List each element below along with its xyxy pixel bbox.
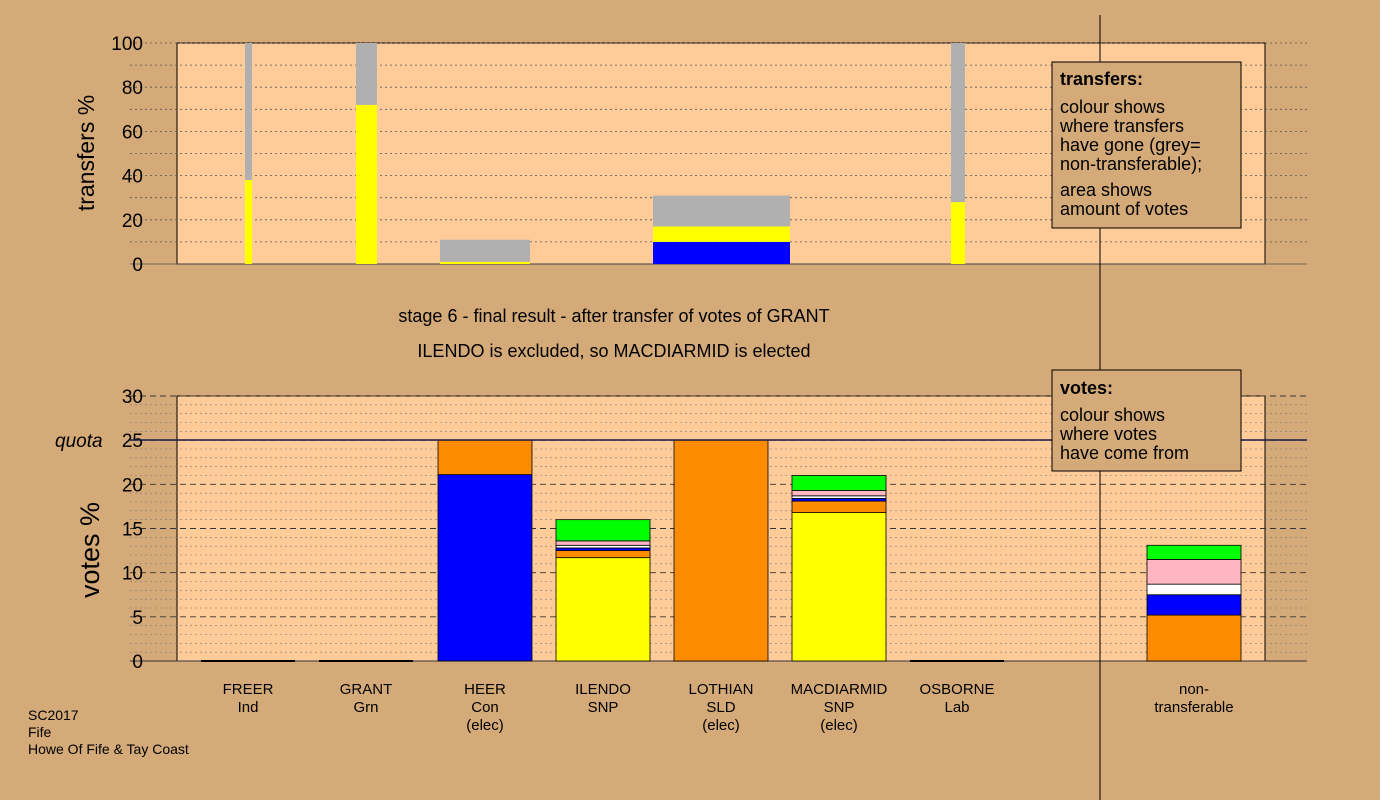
bottom-bars [201, 439, 1242, 662]
votes-legend: votes: colour shows where votes have com… [1051, 369, 1242, 472]
candidate-party-label: Ind [238, 699, 259, 716]
bottom-y-tick-label: 25 [122, 431, 143, 452]
bottom-y-tick-label: 0 [132, 652, 143, 673]
vote-bar-segment [791, 512, 887, 662]
transfer-bar-segment [653, 226, 790, 242]
top-y-tick-label: 60 [122, 122, 143, 143]
candidate-name-label: LOTHIAN [688, 681, 753, 698]
candidate-status-label: (elec) [702, 717, 740, 734]
vote-bar-segment [555, 540, 651, 546]
transfers-legend-line: amount of votes [1060, 199, 1188, 219]
bottom-y-tick-label: 10 [122, 564, 143, 585]
bottom-y-tick-label: 15 [122, 520, 143, 541]
top-y-tick-label: 80 [122, 78, 143, 99]
vote-bar-segment [791, 475, 887, 491]
nontransferable-label: transferable [1154, 699, 1233, 716]
transfers-legend-line: have gone (grey= [1060, 135, 1201, 155]
candidate-party-label: SNP [588, 699, 619, 716]
candidate-status-label: (elec) [466, 717, 504, 734]
transfer-bar-segment [653, 241, 790, 264]
vote-bar-segment [791, 500, 887, 514]
bottom-y-tick-label: 20 [122, 475, 143, 496]
vote-bar-segment [437, 474, 533, 662]
top-y-tick-label: 20 [122, 211, 143, 232]
top-bars [245, 43, 965, 264]
transfer-bar-segment [245, 180, 252, 264]
footer-ward: Howe Of Fife & Tay Coast [28, 741, 189, 757]
candidate-party-label: SLD [706, 699, 735, 716]
transfers-legend-line: where transfers [1059, 116, 1184, 136]
candidate-name-label: ILENDO [575, 681, 631, 698]
nontransferable-bar-segment [1146, 583, 1242, 596]
candidate-name-label: FREER [223, 681, 274, 698]
top-y-ticks: 0 20 40 60 80 100 [111, 34, 143, 276]
candidate-party-label: Grn [353, 699, 378, 716]
transfers-legend-line: non-transferable); [1060, 154, 1202, 174]
candidate-party-label: Lab [944, 699, 969, 716]
transfer-bar-segment [653, 195, 790, 227]
bottom-y-tick-label: 5 [132, 608, 143, 629]
nontransferable-label: non- [1179, 681, 1209, 698]
candidate-name-label: MACDIARMID [791, 681, 888, 698]
vote-bar-segment [673, 439, 769, 662]
footer-election: SC2017 [28, 707, 79, 723]
footer-council: Fife [28, 724, 52, 740]
votes-legend-line: where votes [1059, 424, 1157, 444]
quota-label: quota [55, 431, 103, 452]
nontransferable-bar-segment [1146, 614, 1242, 662]
top-y-tick-label: 0 [132, 255, 143, 276]
nontransferable-bar-segment [1146, 559, 1242, 585]
nontransferable-bar-segment [1146, 594, 1242, 616]
transfer-bar-segment [356, 43, 377, 105]
transfer-bar-segment [245, 43, 252, 181]
bottom-y-tick-label: 30 [122, 387, 143, 408]
transfers-legend-line: area shows [1060, 180, 1152, 200]
candidate-party-label: Con [471, 699, 499, 716]
vote-bar-segment [555, 557, 651, 662]
vote-bar-segment [791, 490, 887, 497]
bottom-y-axis-title: votes % [75, 502, 105, 598]
stage-title: stage 6 - final result - after transfer … [398, 306, 829, 326]
transfer-bar-segment [356, 104, 377, 264]
candidate-name-label: OSBORNE [919, 681, 994, 698]
top-y-axis-title: transfers % [73, 95, 99, 211]
stage-subtitle: ILENDO is excluded, so MACDIARMID is ele… [417, 341, 810, 361]
candidate-name-label: HEER [464, 681, 506, 698]
vote-bar-segment [437, 439, 533, 476]
transfer-bar-segment [951, 43, 965, 203]
candidate-name-label: GRANT [340, 681, 393, 698]
transfer-bar-segment [440, 239, 530, 262]
candidate-status-label: (elec) [820, 717, 858, 734]
transfer-bar-segment [440, 261, 530, 264]
transfers-legend: transfers: colour shows where transfers … [1051, 61, 1242, 229]
top-y-tick-label: 100 [111, 34, 143, 55]
top-y-tick-label: 40 [122, 167, 143, 188]
votes-legend-line: colour shows [1060, 405, 1165, 425]
votes-legend-title: votes: [1060, 378, 1113, 398]
transfers-legend-title: transfers: [1060, 69, 1143, 89]
transfer-bar-segment [951, 202, 965, 264]
nontransferable-bar-segment [1146, 544, 1242, 560]
candidate-labels: FREERIndGRANTGrnHEERCon(elec)ILENDOSNPLO… [223, 681, 1234, 734]
candidate-party-label: SNP [824, 699, 855, 716]
votes-legend-line: have come from [1060, 443, 1189, 463]
bottom-y-ticks: 0 5 10 15 20 25 30 [122, 387, 143, 673]
transfers-legend-line: colour shows [1060, 97, 1165, 117]
vote-bar-segment [555, 519, 651, 542]
vote-bar-segment [555, 550, 651, 559]
